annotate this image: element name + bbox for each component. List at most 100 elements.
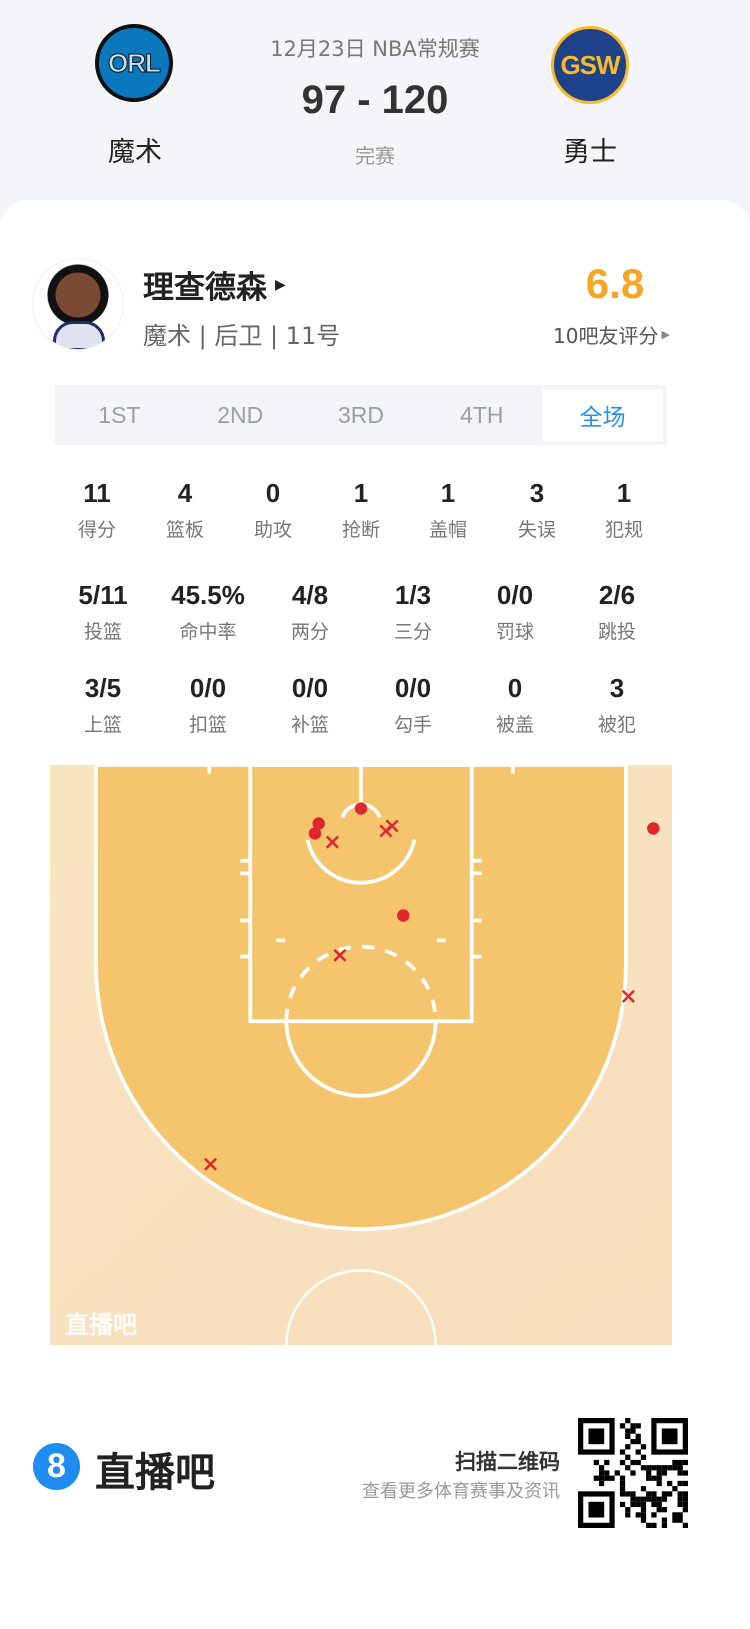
away-team-name[interactable]: 勇士 (563, 137, 617, 168)
stat-label: 两分 (290, 621, 329, 643)
shot-made (312, 817, 325, 830)
free-throw-circle-bottom (284, 1021, 438, 1098)
center-circle (285, 1269, 437, 1345)
stat-item: 1 盖帽 (398, 478, 498, 542)
shot-made (308, 827, 322, 840)
stat-label: 扣篮 (188, 714, 227, 736)
tab-3rd[interactable]: 3RD (337, 401, 384, 428)
stat-value: 0/0 (394, 673, 432, 703)
game-status: 完赛 (355, 144, 395, 168)
stat-value: 3 (529, 478, 545, 508)
shot-made (354, 802, 368, 815)
shot-missed (379, 824, 393, 838)
stat-value: 1 (353, 478, 369, 508)
stat-item: 2/6 跳投 (567, 580, 667, 644)
shot-missed (333, 948, 347, 962)
player-info: 魔术 | 后卫 | 11号 (143, 322, 341, 350)
tab-full-game[interactable]: 全场 (542, 389, 663, 441)
stat-item: 11 得分 (47, 478, 147, 542)
stat-value: 11 (83, 478, 111, 508)
stat-value: 4 (177, 478, 193, 508)
stat-value: 1/3 (394, 580, 432, 610)
stat-item: 1 抢断 (311, 478, 411, 542)
stat-label: 勾手 (393, 714, 432, 736)
shot-missed (621, 989, 635, 1003)
gsw-logo[interactable]: GSW (551, 26, 629, 104)
player-rating: 6.8 (585, 260, 645, 307)
player-avatar[interactable] (32, 258, 124, 350)
stat-label: 篮板 (165, 519, 204, 541)
court-watermark: 直播吧 (65, 1311, 137, 1339)
scan-subtitle: 查看更多体育赛事及资讯 (362, 1481, 560, 1502)
stat-value: 0 (507, 673, 523, 703)
stat-label: 跳投 (597, 621, 636, 643)
block-arc (305, 839, 417, 885)
stat-label: 得分 (77, 519, 116, 541)
stat-item: 4 篮板 (135, 478, 235, 542)
period-tabs: 1ST 2ND 3RD 4TH 全场 (55, 385, 667, 445)
stat-label: 被犯 (597, 714, 636, 736)
stat-value: 0/0 (291, 673, 329, 703)
stat-item: 0/0 补篮 (260, 673, 360, 737)
stat-label: 投篮 (83, 621, 122, 643)
stat-label: 助攻 (253, 519, 292, 541)
scan-title: 扫描二维码 (455, 1450, 560, 1474)
three-point-area (94, 765, 628, 1231)
stat-value: 2/6 (598, 580, 636, 610)
caret-right-icon: ▶ (275, 276, 286, 293)
stat-item: 4/8 两分 (260, 580, 360, 644)
game-score: 97 - 120 (301, 78, 449, 122)
stat-item: 5/11 投篮 (53, 580, 153, 644)
rating-link[interactable]: 10吧友评分 ▶ (553, 320, 670, 349)
stat-label: 上篮 (83, 714, 122, 736)
qr-code[interactable] (578, 1418, 688, 1528)
stat-item: 0 助攻 (223, 478, 323, 542)
stat-label: 命中率 (179, 621, 237, 643)
shot-chart (50, 765, 672, 1345)
stat-label: 补篮 (290, 714, 329, 736)
game-header: ORL 魔术 12月23日 NBA常规赛 97 - 120 完赛 GSW 勇士 (0, 0, 750, 205)
stat-item: 45.5% 命中率 (158, 580, 258, 644)
stat-value: 3/5 (84, 673, 122, 703)
stat-value: 0/0 (496, 580, 534, 610)
stat-item: 3 失误 (487, 478, 587, 542)
stat-value: 0/0 (189, 673, 227, 703)
stat-item: 0 被盖 (465, 673, 565, 737)
stat-value: 5/11 (78, 580, 128, 610)
stat-label: 罚球 (495, 621, 534, 643)
stat-item: 3/5 上篮 (53, 673, 153, 737)
game-date-league: 12月23日 NBA常规赛 (270, 37, 480, 61)
stat-value: 4/8 (291, 580, 329, 610)
stat-value: 0 (265, 478, 281, 508)
stat-item: 0/0 扣篮 (158, 673, 258, 737)
stat-value: 3 (609, 673, 625, 703)
caret-right-icon: ▶ (661, 328, 670, 341)
player-name: 理查德森 (143, 270, 267, 306)
stat-label: 失误 (517, 519, 556, 541)
shot-missed (204, 1157, 217, 1171)
stat-item: 1 犯规 (574, 478, 674, 542)
tab-4th[interactable]: 4TH (460, 401, 504, 428)
paint (248, 765, 474, 1024)
home-team-name[interactable]: 魔术 (108, 137, 162, 168)
tab-2nd[interactable]: 2ND (217, 401, 264, 428)
stat-label: 犯规 (604, 519, 643, 541)
stat-value: 1 (616, 478, 632, 508)
player-name-link[interactable]: 理查德森 ▶ (143, 262, 286, 307)
stat-item: 0/0 勾手 (363, 673, 463, 737)
stat-item: 0/0 罚球 (465, 580, 565, 644)
shot-made (397, 909, 410, 922)
shot-missed (325, 835, 339, 849)
stat-label: 盖帽 (428, 519, 467, 541)
stat-label: 被盖 (495, 714, 534, 736)
stat-item: 1/3 三分 (363, 580, 463, 644)
stat-item: 3 被犯 (567, 673, 667, 737)
tab-1st[interactable]: 1ST (98, 401, 141, 428)
brand-name: 直播吧 (95, 1450, 215, 1496)
rating-label: 10吧友评分 (553, 324, 659, 348)
brand-logo-icon: 8 (33, 1443, 80, 1490)
stat-value: 1 (440, 478, 456, 508)
free-throw-circle-top (284, 944, 438, 1022)
stat-value: 45.5% (171, 580, 245, 610)
orl-logo[interactable]: ORL (95, 24, 173, 102)
